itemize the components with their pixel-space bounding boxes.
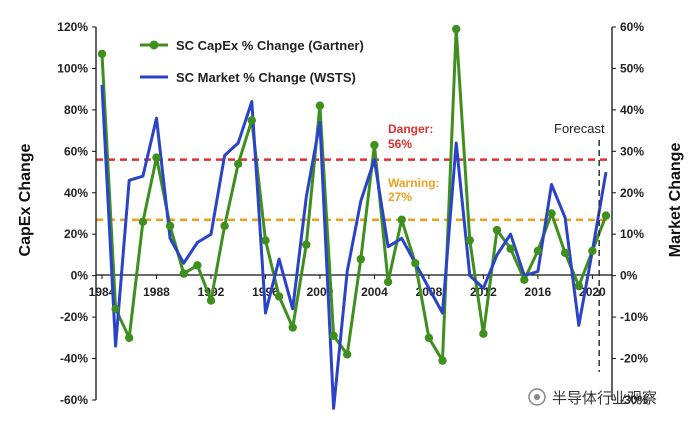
capex-data-point <box>343 350 352 359</box>
capex-data-point <box>574 281 583 291</box>
capex-data-point <box>601 211 611 220</box>
left-tick-label: 120% <box>57 20 88 34</box>
capex-data-point <box>452 24 461 34</box>
right-tick-label: -30% <box>620 393 648 407</box>
tick-labels: -60% -40% -20% 0% 20% 40% 60% 80% 100% 120% -30% -2… <box>57 20 648 407</box>
capex-data-point <box>424 333 434 342</box>
capex-data-point <box>315 101 325 110</box>
x-tick-label: 2004 <box>361 285 388 299</box>
capex-data-point <box>370 140 379 150</box>
right-tick-label: 40% <box>620 103 644 117</box>
capex-data-point <box>533 246 543 255</box>
capex-data-point <box>397 215 406 224</box>
x-tick-label: 1984 <box>89 285 116 299</box>
left-tick-label: -20% <box>60 310 88 324</box>
capex-data-point <box>506 244 515 253</box>
danger-value: 56% <box>388 137 412 151</box>
capex-data-point <box>165 221 175 231</box>
capex-data-point <box>329 331 338 340</box>
capex-data-point <box>220 221 229 231</box>
series-lines <box>97 24 611 410</box>
danger-label: Danger: <box>388 122 433 136</box>
right-tick-label: 50% <box>620 61 644 75</box>
left-tick-label: 0% <box>71 269 89 283</box>
capex-data-point <box>288 323 297 332</box>
left-axis-title: CapEx Change <box>17 143 34 256</box>
capex-data-point <box>547 209 556 218</box>
capex-data-point <box>274 292 284 301</box>
legend-marker-capex <box>149 40 159 50</box>
left-tick-label: -40% <box>60 352 88 366</box>
reference-lines <box>96 158 612 221</box>
capex-data-point <box>492 225 502 235</box>
right-axis-title: Market Change <box>667 143 684 258</box>
capex-data-point <box>479 329 488 338</box>
market-series-line <box>100 84 608 410</box>
x-tick-label: 1988 <box>143 285 170 299</box>
left-tick-label: 40% <box>64 186 88 200</box>
left-tick-label: -60% <box>60 393 88 407</box>
right-tick-label: -10% <box>620 310 648 324</box>
capex-data-point <box>438 356 447 365</box>
capex-data-point <box>97 49 107 59</box>
capex-data-point <box>138 217 148 226</box>
capex-data-point <box>411 259 420 268</box>
watermark-logo-icon-inner <box>534 394 540 400</box>
capex-data-point <box>465 236 474 245</box>
capex-data-point <box>302 240 311 249</box>
warning-label: Warning: <box>388 176 440 190</box>
capex-data-point <box>111 304 120 313</box>
left-tick-label: 60% <box>64 144 88 158</box>
capex-data-point <box>520 275 529 284</box>
legend-label-market: SC Market % Change (WSTS) <box>176 70 356 85</box>
capex-data-point <box>261 236 270 245</box>
watermark: 半导体行业观察 <box>528 388 657 407</box>
right-tick-label: 10% <box>620 227 644 241</box>
capex-data-point <box>560 248 570 258</box>
watermark-logo-icon <box>528 388 546 406</box>
legend-label-capex: SC CapEx % Change (Gartner) <box>176 38 364 53</box>
capex-data-point <box>125 333 134 342</box>
right-tick-label: 20% <box>620 186 644 200</box>
right-tick-label: 0% <box>620 269 638 283</box>
capex-data-point <box>152 153 161 162</box>
capex-data-point <box>179 269 188 278</box>
left-tick-label: 100% <box>57 61 88 75</box>
right-tick-label: 60% <box>620 20 644 34</box>
capex-data-point <box>383 277 393 287</box>
capex-data-point <box>234 159 243 168</box>
left-tick-label: 20% <box>64 227 88 241</box>
forecast-label: Forecast <box>554 121 605 136</box>
left-tick-label: 80% <box>64 103 88 117</box>
capex-data-point <box>193 261 202 270</box>
right-tick-label: -20% <box>620 352 648 366</box>
capex-data-point <box>588 246 597 255</box>
capex-data-point <box>356 254 365 264</box>
legend: SC CapEx % Change (Gartner) SC Market % … <box>140 38 364 85</box>
watermark-text: 半导体行业观察 <box>552 389 657 407</box>
capex-data-point <box>206 296 216 305</box>
right-tick-label: 30% <box>620 144 644 158</box>
capex-data-point <box>247 116 256 125</box>
warning-value: 27% <box>388 190 412 204</box>
x-tick-label: 2016 <box>525 285 552 299</box>
